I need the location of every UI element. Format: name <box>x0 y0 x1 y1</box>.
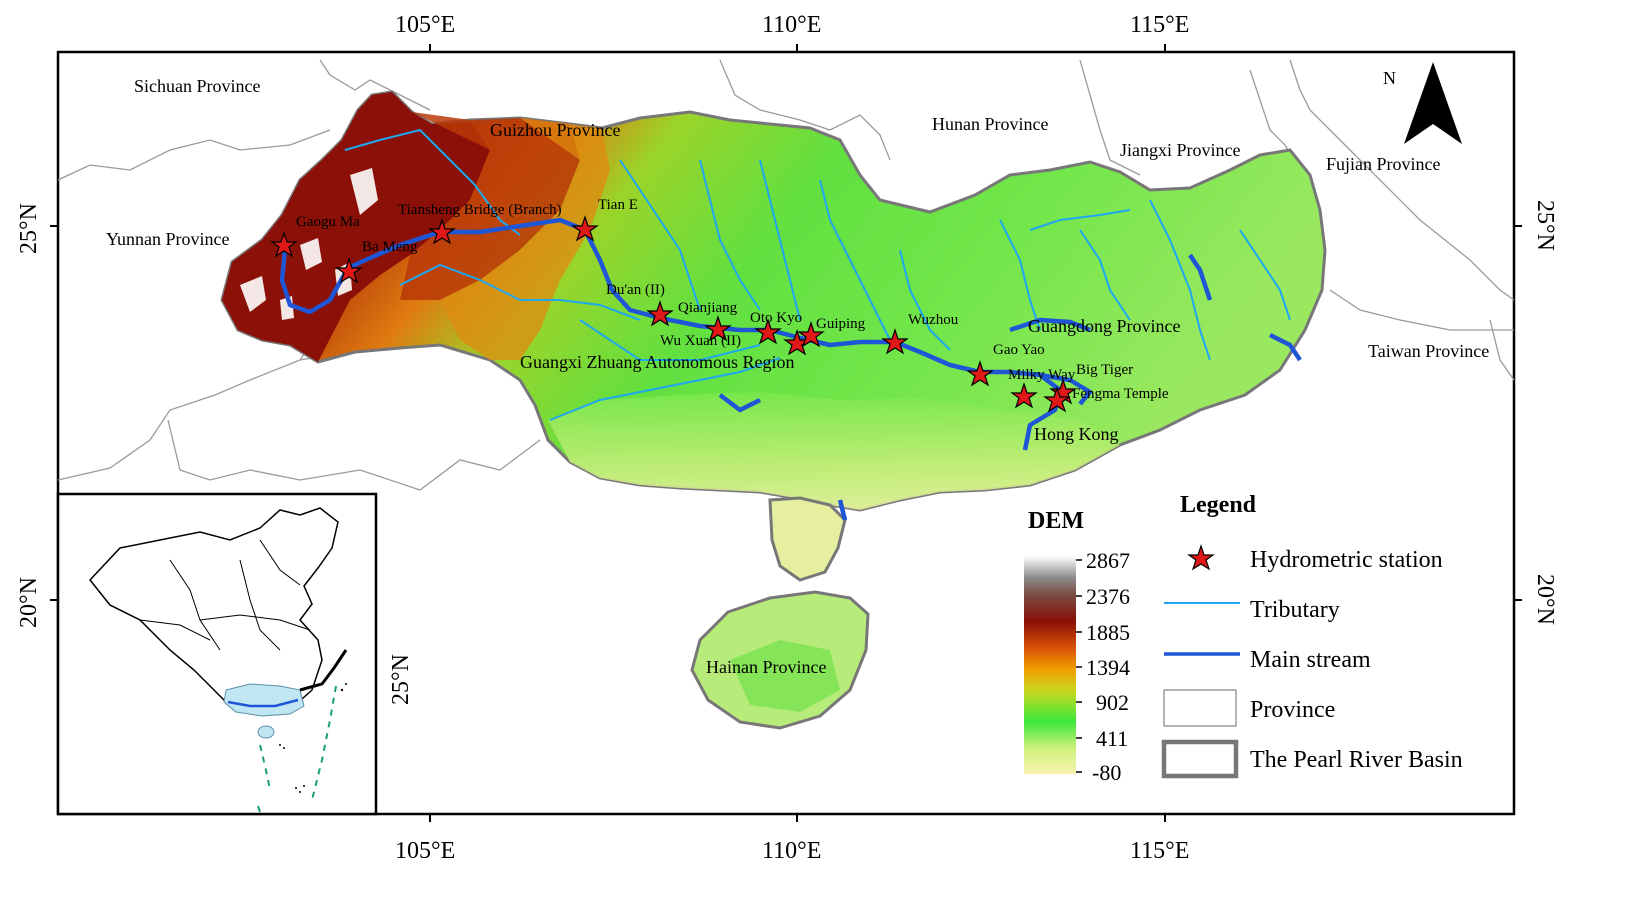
station-gao-yao <box>966 360 994 387</box>
label-sichuan: Sichuan Province <box>134 76 260 96</box>
station-tiansheng-bridge <box>428 218 456 245</box>
dem-tick-3: 1394 <box>1086 655 1130 680</box>
dem-colorbar <box>1024 556 1076 774</box>
legend-province-swatch <box>1163 689 1237 727</box>
station-wuzhou <box>881 328 909 355</box>
label-guizhou: Guizhou Province <box>490 120 620 140</box>
dem-tick-6: -80 <box>1092 760 1121 785</box>
legend-station-label: Hydrometric station <box>1250 547 1443 573</box>
station-fengma-temple <box>1043 386 1071 413</box>
southern-lowland <box>548 392 1120 510</box>
inset-china-outline <box>89 507 339 713</box>
inset-basin <box>223 683 305 717</box>
inset-hainan <box>257 725 275 739</box>
legend-tributary-label: Tributary <box>1250 597 1340 623</box>
bottom-lon-115: 115°E <box>1130 838 1189 864</box>
station-label-qianjiang: Qianjiang <box>678 300 738 316</box>
top-lon-115: 115°E <box>1130 12 1189 38</box>
inset-province-lines <box>139 539 311 651</box>
dem-tick-5: 411 <box>1096 726 1128 751</box>
legend-title: Legend <box>1180 492 1257 518</box>
label-guangxi: Guangxi Zhuang Autonomous Region <box>520 352 794 372</box>
legend-province-label: Province <box>1250 697 1335 723</box>
upland <box>440 118 610 360</box>
dem-legend: DEM 2867 2376 1885 1394 902 411 -80 <box>1024 508 1130 785</box>
station-label-tian-e: Tian E <box>598 197 638 213</box>
station-ba-meng <box>335 257 363 284</box>
station-milky-way <box>1010 382 1038 409</box>
tributaries <box>344 128 1291 421</box>
axis-labels: 105°E 110°E 115°E 105°E 110°E 115°E 25°N… <box>16 12 1558 864</box>
left-lat-25: 25°N <box>16 203 42 254</box>
north-label: N <box>1383 68 1396 88</box>
label-jiangxi: Jiangxi Province <box>1120 140 1240 160</box>
inset-map: 25°N <box>56 492 414 816</box>
inset-nine-dash-east <box>311 685 337 801</box>
province-labels: Sichuan Province Guizhou Province Hunan … <box>106 76 1489 677</box>
north-arrow: N <box>1383 62 1462 144</box>
station-label-tiansheng: Tiansheng Bridge (Branch) <box>398 202 562 218</box>
bottom-lon-105: 105°E <box>395 838 455 864</box>
station-label-duan: Du'an (II) <box>606 282 665 298</box>
legend: Legend Hydrometric station Tributary Mai… <box>1161 492 1463 779</box>
station-label-big-tiger: Big Tiger <box>1076 362 1133 378</box>
north-arrow-icon <box>1404 62 1462 144</box>
station-labels: Gaogu Ma Tiansheng Bridge (Branch) Tian … <box>296 197 1169 402</box>
station-oto-kyo <box>754 318 782 345</box>
label-hainan: Hainan Province <box>706 657 826 677</box>
top-lon-105: 105°E <box>395 12 455 38</box>
label-yunnan: Yunnan Province <box>106 229 229 249</box>
legend-basin-swatch <box>1161 739 1239 779</box>
station-label-gaogu-ma: Gaogu Ma <box>296 214 360 230</box>
label-taiwan: Taiwan Province <box>1368 341 1489 361</box>
label-hong-kong: Hong Kong <box>1034 424 1119 444</box>
inset-nine-dash-west <box>259 744 271 791</box>
dem-tick-marks <box>1076 559 1082 773</box>
right-lat-20: 20°N <box>1532 574 1558 625</box>
bottom-lon-110: 110°E <box>762 838 821 864</box>
station-tian-e <box>571 215 599 242</box>
station-label-ba-meng: Ba Meng <box>362 239 418 255</box>
station-qianjiang <box>704 315 732 342</box>
dem-tick-2: 1885 <box>1086 620 1130 645</box>
taiwan-edge <box>1489 319 1515 381</box>
station-label-guiping: Guiping <box>816 316 866 332</box>
dem-tick-0: 2867 <box>1086 548 1130 573</box>
station-label-oto-kyo: Oto Kyo <box>750 310 802 326</box>
hydrometric-stations <box>270 215 1077 413</box>
station-label-gao-yao: Gao Yao <box>993 342 1045 358</box>
station-duan <box>646 300 674 327</box>
dem-tick-4: 902 <box>1096 690 1129 715</box>
label-fujian: Fujian Province <box>1326 154 1441 174</box>
inset-nine-dash-south <box>257 805 261 813</box>
station-label-fengma: Fengma Temple <box>1072 386 1169 402</box>
label-hunan: Hunan Province <box>932 114 1048 134</box>
right-lat-25: 25°N <box>1532 200 1558 251</box>
legend-basin-label: The Pearl River Basin <box>1250 747 1463 773</box>
inset-islands <box>279 683 347 793</box>
station-gaogu-ma <box>270 231 298 258</box>
inset-main-stream <box>227 698 299 708</box>
top-lon-110: 110°E <box>762 12 821 38</box>
hainan-highland <box>730 640 840 712</box>
station-label-wu-xuan: Wu Xuan (II) <box>660 333 741 349</box>
inset-coast-bold <box>299 649 348 692</box>
inset-lat-25: 25°N <box>388 654 414 705</box>
axis-ticks <box>50 44 1522 822</box>
station-guiping <box>797 321 825 348</box>
station-label-milky-way: Milky Way <box>1008 367 1076 383</box>
station-label-wuzhou: Wuzhou <box>908 312 959 328</box>
leizhou-peninsula <box>768 496 847 582</box>
label-guangdong: Guangdong Province <box>1028 316 1180 336</box>
left-lat-20: 20°N <box>16 577 42 628</box>
dem-tick-1: 2376 <box>1086 584 1130 609</box>
dem-title: DEM <box>1028 508 1084 534</box>
legend-main-stream-label: Main stream <box>1250 647 1371 673</box>
legend-station-icon <box>1187 544 1215 571</box>
